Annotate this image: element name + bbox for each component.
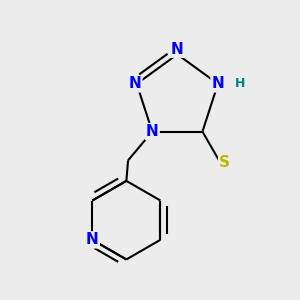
Text: N: N [86, 232, 99, 247]
Text: S: S [219, 155, 230, 170]
Text: H: H [235, 77, 245, 90]
Text: N: N [171, 42, 184, 57]
Text: N: N [146, 124, 159, 139]
Text: N: N [212, 76, 224, 92]
Text: N: N [129, 76, 141, 92]
